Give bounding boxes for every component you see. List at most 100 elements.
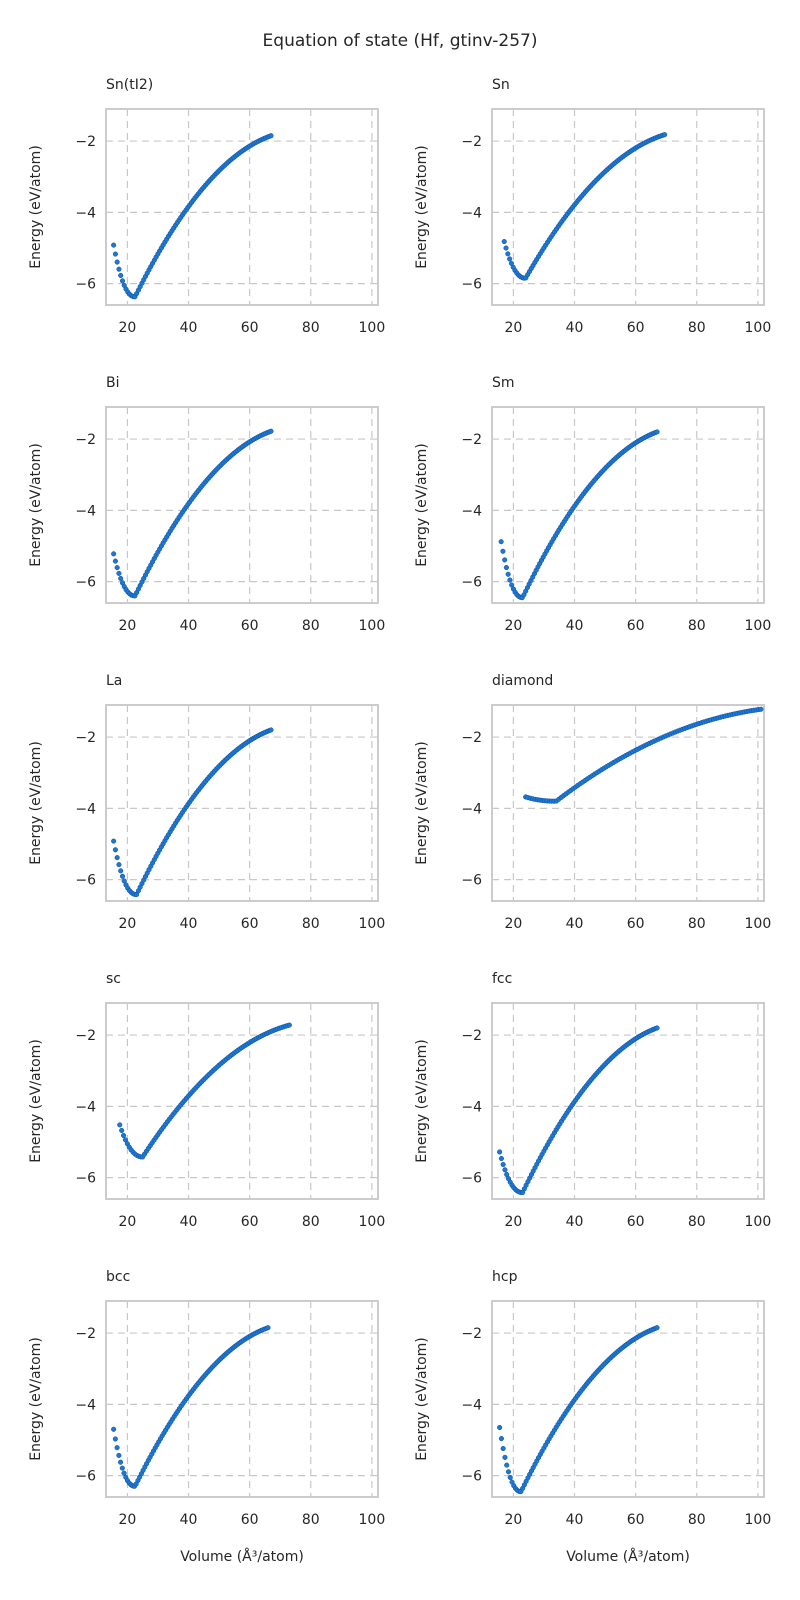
panel-title: Sm [492, 375, 515, 391]
y-tick-label: −6 [461, 873, 482, 889]
y-tick-label: −4 [75, 1099, 96, 1115]
x-tick-label: 80 [302, 916, 320, 932]
y-tick-label: −2 [461, 1028, 482, 1044]
data-point [114, 259, 120, 265]
x-tick-label: 80 [688, 916, 706, 932]
data-point [654, 429, 660, 435]
data-point [502, 557, 508, 563]
y-tick-label: −2 [75, 730, 96, 746]
data-point [121, 1132, 127, 1139]
data-point [114, 565, 120, 571]
data-point [497, 1149, 503, 1155]
y-tick-label: −6 [461, 1469, 482, 1485]
eos-panel-6: sc 20 40 60 80 100 −6 −4 −2 Energy (eV/atom) [28, 971, 385, 1230]
x-tick-label: 80 [302, 320, 320, 336]
data-point [654, 1325, 660, 1331]
plot-frame [105, 1002, 379, 1200]
x-tick-label: 80 [302, 618, 320, 634]
x-tick-label: 20 [504, 618, 522, 634]
data-point [286, 1022, 292, 1028]
data-point [500, 548, 506, 554]
eos-panel-8: bcc 20 40 60 80 100 −6 −4 −2 Energy (eV/atom) Volu… [28, 1269, 385, 1565]
plot-frame [491, 1002, 765, 1200]
x-tick-label: 20 [118, 1214, 136, 1230]
eos-panel-2: Bi 20 40 60 80 100 −6 −4 −2 Energy (eV/atom) [28, 375, 385, 634]
y-tick-label: −6 [461, 277, 482, 293]
x-axis-label: Volume (Å³/atom) [180, 1548, 304, 1565]
x-tick-label: 60 [241, 1512, 259, 1528]
eos-panel-9: hcp 20 40 60 80 100 −6 −4 −2 Energy (eV/atom) Volu… [414, 1269, 771, 1565]
y-tick-label: −4 [461, 801, 482, 817]
y-tick-label: −4 [461, 1397, 482, 1413]
data-point [268, 727, 274, 733]
eos-panel-5: diamond 20 40 60 80 100 −6 −4 −2 Energy (eV/atom) [414, 673, 771, 932]
y-tick-label: −6 [75, 1469, 96, 1485]
x-tick-label: 80 [688, 618, 706, 634]
plot-frame [491, 704, 765, 902]
y-tick-label: −6 [461, 1171, 482, 1187]
x-tick-label: 40 [566, 1214, 584, 1230]
y-tick-label: −6 [461, 575, 482, 591]
data-point [502, 1167, 508, 1173]
data-point [119, 1127, 125, 1134]
x-tick-label: 80 [688, 320, 706, 336]
x-tick-label: 80 [302, 1214, 320, 1230]
data-point [111, 838, 117, 844]
y-axis-label: Energy (eV/atom) [414, 1337, 430, 1461]
y-tick-label: −6 [75, 873, 96, 889]
x-tick-label: 40 [566, 618, 584, 634]
y-axis-label: Energy (eV/atom) [28, 1337, 44, 1461]
x-tick-label: 20 [118, 618, 136, 634]
data-point [112, 558, 118, 564]
y-tick-label: −4 [75, 1397, 96, 1413]
data-point [119, 1465, 125, 1471]
y-axis-label: Energy (eV/atom) [28, 145, 44, 269]
y-tick-label: −2 [461, 432, 482, 448]
y-axis-label: Energy (eV/atom) [414, 741, 430, 865]
x-tick-label: 20 [118, 320, 136, 336]
x-tick-label: 60 [627, 320, 645, 336]
data-point [497, 1424, 503, 1431]
panel-title: hcp [492, 1269, 518, 1285]
data-point [507, 256, 513, 262]
data-point [498, 539, 504, 545]
data-point [505, 1469, 512, 1475]
data-point [118, 575, 124, 582]
y-tick-label: −2 [75, 1028, 96, 1044]
y-tick-label: −2 [461, 1326, 482, 1342]
x-tick-label: 40 [566, 1512, 584, 1528]
x-tick-label: 100 [359, 916, 386, 932]
plot-frame [105, 704, 379, 902]
x-tick-label: 20 [118, 1512, 136, 1528]
data-point [498, 1436, 504, 1442]
data-point [111, 551, 117, 557]
data-point [500, 1446, 506, 1452]
panel-title: fcc [492, 971, 512, 987]
data-point [114, 1445, 120, 1451]
data-point [265, 1325, 271, 1331]
x-tick-label: 100 [745, 916, 772, 932]
data-point [118, 272, 124, 278]
data-point [268, 428, 274, 434]
data-point [505, 571, 511, 577]
y-axis-label: Energy (eV/atom) [28, 443, 44, 567]
data-point [111, 242, 117, 248]
eos-panel-4: La 20 40 60 80 100 −6 −4 −2 Energy (eV/atom) [28, 673, 385, 932]
y-axis-label: Energy (eV/atom) [28, 1039, 44, 1163]
data-point [507, 577, 513, 583]
x-tick-label: 100 [359, 618, 386, 634]
data-point [503, 245, 509, 251]
x-tick-label: 60 [241, 618, 259, 634]
x-tick-label: 100 [359, 1512, 386, 1528]
data-point [119, 873, 126, 879]
plot-frame [491, 1300, 765, 1498]
plot-frame [105, 1300, 379, 1498]
y-tick-label: −4 [461, 503, 482, 519]
x-tick-label: 40 [180, 916, 198, 932]
panel-title: bcc [106, 1269, 130, 1285]
x-tick-label: 100 [359, 1214, 386, 1230]
eos-panel-0: Sn(tI2) 20 40 60 80 100 −6 −4 −2 Energy (eV/atom) [28, 77, 385, 336]
x-tick-label: 40 [566, 916, 584, 932]
